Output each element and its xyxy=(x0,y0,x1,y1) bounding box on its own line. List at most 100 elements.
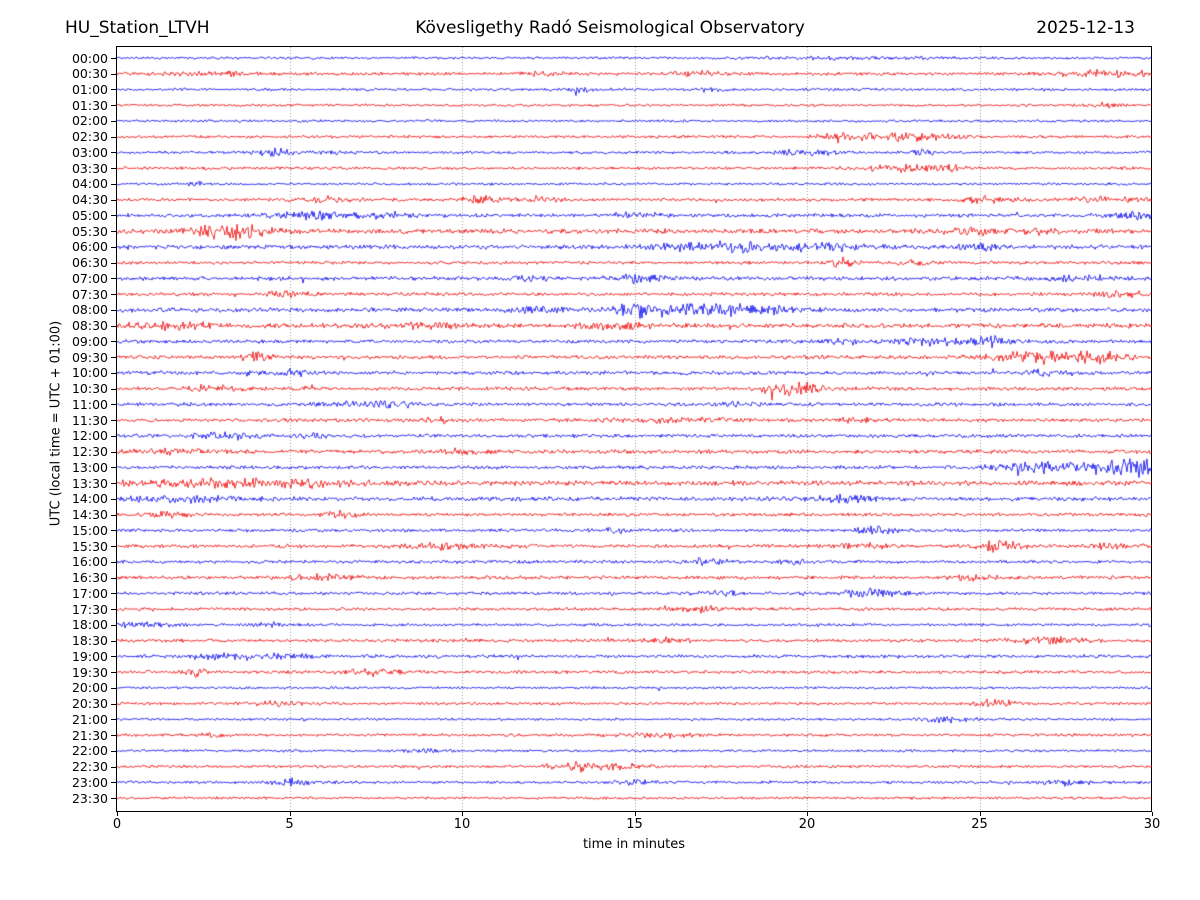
y-tick xyxy=(111,58,116,59)
y-tick xyxy=(111,530,116,532)
y-tick xyxy=(111,357,116,359)
x-tick-label-30: 30 xyxy=(1143,817,1161,832)
y-tick xyxy=(111,404,116,406)
y-tick xyxy=(111,372,116,374)
time-label-16:00: 16:00 xyxy=(71,554,108,570)
time-label-20:00: 20:00 xyxy=(71,680,108,696)
time-label-09:30: 09:30 xyxy=(71,349,108,365)
y-tick xyxy=(111,278,116,280)
y-tick xyxy=(111,782,116,784)
x-tick-label-0: 0 xyxy=(112,817,122,832)
y-tick xyxy=(111,309,116,311)
y-tick xyxy=(111,561,116,563)
x-tick xyxy=(807,812,808,816)
y-tick xyxy=(111,483,116,485)
x-tick xyxy=(289,812,291,816)
time-label-20:30: 20:30 xyxy=(71,696,108,712)
y-tick xyxy=(111,152,116,154)
y-tick xyxy=(111,514,116,516)
x-tick-label-10: 10 xyxy=(453,817,471,832)
y-tick xyxy=(111,750,116,752)
y-tick xyxy=(111,451,116,453)
time-label-16:30: 16:30 xyxy=(71,570,108,586)
y-tick xyxy=(111,199,116,201)
y-tick xyxy=(111,435,116,437)
y-tick xyxy=(111,231,116,233)
time-label-04:00: 04:00 xyxy=(71,176,108,192)
time-label-18:00: 18:00 xyxy=(71,617,108,633)
x-tick-label-5: 5 xyxy=(285,817,294,832)
time-label-19:00: 19:00 xyxy=(71,648,108,664)
y-tick xyxy=(111,388,116,390)
time-label-12:00: 12:00 xyxy=(71,428,108,444)
y-tick xyxy=(111,420,116,422)
y-tick xyxy=(111,546,116,548)
y-tick xyxy=(111,609,116,611)
time-label-04:30: 04:30 xyxy=(71,192,108,208)
y-tick xyxy=(111,467,116,469)
time-label-00:30: 00:30 xyxy=(71,66,108,82)
time-label-18:30: 18:30 xyxy=(71,633,108,649)
time-label-22:00: 22:00 xyxy=(71,743,108,759)
time-label-00:00: 00:00 xyxy=(71,50,108,66)
y-tick xyxy=(111,640,116,642)
y-tick xyxy=(111,246,116,248)
y-tick xyxy=(111,656,116,658)
time-label-10:30: 10:30 xyxy=(71,381,108,397)
time-label-23:30: 23:30 xyxy=(71,790,108,806)
y-tick xyxy=(111,136,116,138)
time-label-06:00: 06:00 xyxy=(71,239,108,255)
time-label-15:30: 15:30 xyxy=(71,538,108,554)
y-tick xyxy=(111,294,116,296)
y-tick xyxy=(111,672,116,674)
y-tick xyxy=(111,183,116,185)
time-label-23:00: 23:00 xyxy=(71,774,108,790)
y-tick xyxy=(111,262,116,264)
y-tick xyxy=(111,120,116,122)
y-tick xyxy=(111,719,116,721)
time-label-05:30: 05:30 xyxy=(71,223,108,239)
time-label-11:30: 11:30 xyxy=(71,412,108,428)
station-title: HU_Station_LTVH xyxy=(65,18,210,38)
y-tick xyxy=(111,687,116,689)
x-tick xyxy=(979,812,981,816)
time-label-06:30: 06:30 xyxy=(71,255,108,271)
y-tick xyxy=(111,703,116,705)
time-label-22:30: 22:30 xyxy=(71,759,108,775)
time-label-07:00: 07:00 xyxy=(71,270,108,286)
time-label-01:30: 01:30 xyxy=(71,97,108,113)
time-label-10:00: 10:00 xyxy=(71,365,108,381)
time-label-19:30: 19:30 xyxy=(71,664,108,680)
time-label-05:00: 05:00 xyxy=(71,207,108,223)
time-label-15:00: 15:00 xyxy=(71,522,108,538)
x-tick-label-15: 15 xyxy=(626,817,643,832)
time-label-17:30: 17:30 xyxy=(71,601,108,617)
y-tick xyxy=(111,168,116,170)
y-tick xyxy=(111,325,116,327)
time-label-02:00: 02:00 xyxy=(71,113,108,129)
y-tick xyxy=(111,215,116,217)
time-label-12:30: 12:30 xyxy=(71,444,108,460)
x-tick xyxy=(634,812,636,816)
y-tick xyxy=(111,593,116,595)
y-tick xyxy=(111,73,116,75)
x-tick xyxy=(462,812,463,816)
time-label-08:00: 08:00 xyxy=(71,302,108,318)
time-label-02:30: 02:30 xyxy=(71,129,108,145)
x-tick-label-25: 25 xyxy=(971,817,988,832)
observatory-title: Kövesligethy Radó Seismological Observat… xyxy=(415,18,805,38)
time-label-11:00: 11:00 xyxy=(71,396,108,412)
y-tick xyxy=(111,577,116,579)
time-label-17:00: 17:00 xyxy=(71,585,108,601)
y-tick xyxy=(111,798,116,799)
time-label-07:30: 07:30 xyxy=(71,286,108,302)
y-tick xyxy=(111,105,116,107)
y-tick xyxy=(111,341,116,343)
time-label-21:00: 21:00 xyxy=(71,711,108,727)
y-tick xyxy=(111,624,116,626)
y-tick xyxy=(111,89,116,91)
time-label-21:30: 21:30 xyxy=(71,727,108,743)
time-label-03:00: 03:00 xyxy=(71,144,108,160)
time-label-14:00: 14:00 xyxy=(71,491,108,507)
